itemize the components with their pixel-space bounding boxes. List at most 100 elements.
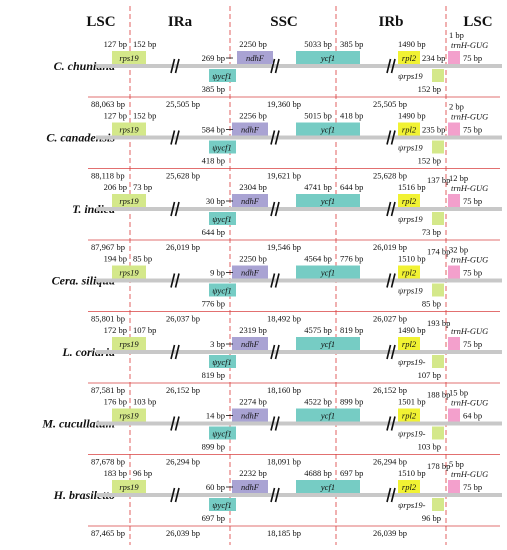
- ira-length: 25,628 bp: [166, 171, 200, 181]
- rpl2-gene: [398, 265, 420, 279]
- ndhF-bp: 2250 bp: [239, 254, 267, 264]
- break-mark: [274, 201, 280, 217]
- trnH-gene: [448, 122, 460, 136]
- ndhF-overlap-bp: 3 bp: [210, 339, 225, 349]
- psi-ycf1-gene: [209, 283, 236, 297]
- ycf1-label: ycf1: [320, 125, 335, 135]
- species-row: Cera. siliqua rps19 194 bp 85 bp ψycf1 776 bp…: [52, 245, 502, 324]
- psi-rps19-label: ψrps19: [398, 214, 423, 224]
- genome-line: [96, 135, 502, 140]
- trnH-top-bp: 12 bp: [449, 173, 468, 183]
- trnH-label: trnH-GUG: [451, 255, 488, 265]
- lsc-length: 85,801 bp: [91, 314, 125, 324]
- trnH-top-bp: 15 bp: [449, 388, 468, 398]
- lsc-length: 88,063 bp: [91, 99, 125, 109]
- break-mark: [170, 201, 176, 217]
- ndhF-overlap-bp: 60 bp: [206, 482, 225, 492]
- ndhF-bp: 2232 bp: [239, 468, 267, 478]
- region-header-lsc: LSC: [463, 14, 492, 30]
- rpl2-gene: [398, 122, 420, 136]
- break-mark: [174, 58, 180, 74]
- break-mark: [386, 416, 392, 431]
- ycf1-ssc-bp: 4522 bp: [304, 397, 332, 407]
- trnH-gene: [448, 51, 460, 64]
- break-mark: [270, 58, 276, 74]
- psi-ycf1-gene: [209, 69, 236, 82]
- rps19-ira-bp: 85 bp: [133, 254, 152, 264]
- rps19-label: rps19: [119, 196, 139, 206]
- break-mark: [170, 58, 176, 74]
- ycf1-gene: [296, 337, 360, 350]
- rpl2-label: rpl2: [402, 196, 417, 206]
- rps19-lsc-bp: 172 bp: [104, 325, 127, 335]
- rpl2-gene: [398, 51, 420, 64]
- ndhF-overlap-bp: 269 bp: [202, 53, 225, 63]
- psi-rps19-gene: [432, 283, 444, 297]
- irb-length: 25,628 bp: [373, 171, 407, 181]
- ndhF-gene: [232, 337, 268, 350]
- psi-ycf1-gene: [209, 426, 236, 440]
- ssc-length: 19,546 bp: [267, 242, 301, 252]
- ycf1-irb-bp: 418 bp: [340, 111, 363, 121]
- psi-ycf1-label: ψycf1: [212, 357, 231, 367]
- psi-rps19-bp: 107 bp: [418, 370, 441, 380]
- genome-line: [96, 207, 502, 211]
- rpl2-bp: 1490 bp: [398, 39, 426, 49]
- ssc-length: 18,160 bp: [267, 385, 301, 395]
- ira-length: 25,505 bp: [166, 99, 200, 109]
- rpl2-end-bp: 193 bp: [427, 318, 450, 328]
- psi-rps19-label: ψrps19-: [398, 357, 426, 367]
- psi-rps19-label: ψrps19-: [398, 500, 426, 510]
- rps19-gene: [112, 194, 146, 207]
- break-mark: [270, 201, 276, 217]
- break-mark: [170, 273, 176, 288]
- species-row: C. chuniana rps19 127 bp 152 bp ψycf1 385 bp n…: [54, 30, 502, 109]
- trnH-side-bp: 64 bp: [463, 411, 482, 421]
- irb-length: 26,294 bp: [373, 457, 407, 467]
- psi-rps19-bp: 96 bp: [422, 513, 441, 523]
- rpl2-end-bp: 174 bp: [427, 247, 450, 257]
- psi-ycf1-bp: 385 bp: [202, 84, 225, 94]
- rps19-label: rps19: [119, 339, 139, 349]
- rpl2-label: rpl2: [402, 339, 417, 349]
- irb-length: 26,039 bp: [373, 528, 407, 538]
- lsc-length: 87,465 bp: [91, 528, 125, 538]
- rps19-label: rps19: [119, 268, 139, 278]
- species-row: C. canadensis rps19 127 bp 152 bp ψycf1 418 b…: [46, 102, 502, 181]
- rpl2-bp: 1490 bp: [398, 325, 426, 335]
- rps19-label: rps19: [119, 482, 139, 492]
- ndhF-gene: [237, 51, 273, 64]
- trnH-gene: [448, 337, 460, 350]
- region-headers: LSC IRa SSC IRb LSC: [86, 14, 492, 30]
- break-mark: [386, 487, 392, 503]
- break-mark: [274, 416, 280, 431]
- rps19-gene: [112, 408, 146, 422]
- ycf1-label: ycf1: [320, 411, 335, 421]
- ycf1-ssc-bp: 5033 bp: [304, 39, 332, 49]
- break-mark: [386, 130, 392, 145]
- rpl2-gene: [398, 480, 420, 493]
- ndhF-label: ndhF: [241, 268, 260, 278]
- psi-rps19-label: ψrps19-: [398, 429, 426, 439]
- trnH-side-bp: 75 bp: [463, 53, 482, 63]
- region-header-ira: IRa: [168, 14, 193, 30]
- species-name: M. cucullatum: [41, 417, 115, 431]
- break-mark: [390, 487, 396, 503]
- trnH-top-bp: 5 bp: [449, 459, 464, 469]
- psi-ycf1-bp: 899 bp: [202, 442, 225, 452]
- rpl2-label: rpl2: [402, 411, 417, 421]
- genome-line: [96, 64, 502, 68]
- ira-length: 26,039 bp: [166, 528, 200, 538]
- ndhF-bp: 2250 bp: [239, 39, 267, 49]
- ycf1-label: ycf1: [320, 268, 335, 278]
- rpl2-label: rpl2: [402, 268, 417, 278]
- ira-length: 26,037 bp: [166, 314, 200, 324]
- trnH-side-bp: 75 bp: [463, 196, 482, 206]
- rpl2-bp: 1490 bp: [398, 111, 426, 121]
- break-mark: [174, 201, 180, 217]
- trnH-label: trnH-GUG: [451, 40, 488, 50]
- rpl2-label: rpl2: [402, 482, 417, 492]
- genome-line: [96, 421, 502, 426]
- break-mark: [170, 487, 176, 503]
- rpl2-end-bp: 178 bp: [427, 461, 450, 471]
